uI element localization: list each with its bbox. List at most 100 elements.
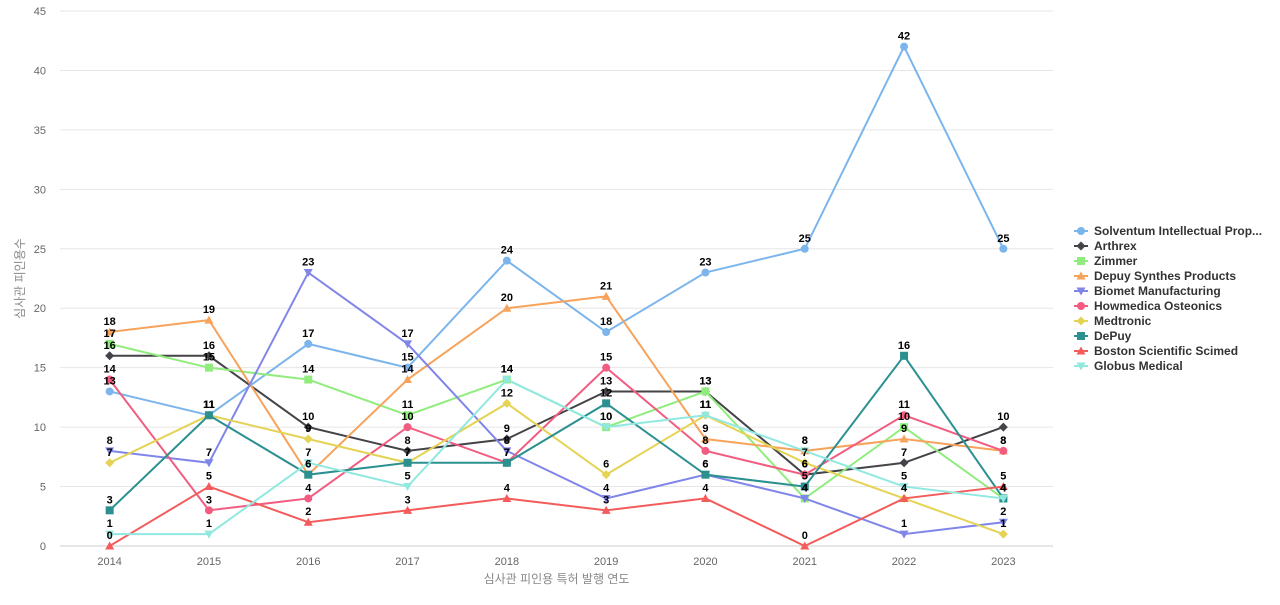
data-point[interactable] (502, 398, 512, 408)
data-point[interactable] (105, 447, 115, 456)
data-point[interactable] (601, 386, 611, 396)
data-point[interactable] (502, 256, 511, 265)
legend-item[interactable]: Depuy Synthes Products (1074, 269, 1236, 283)
data-point[interactable] (800, 470, 809, 479)
data-point[interactable] (601, 470, 611, 480)
data-point[interactable] (105, 351, 115, 361)
data-point[interactable] (502, 376, 512, 385)
data-point[interactable] (304, 470, 313, 479)
data-point[interactable] (800, 244, 809, 253)
data-point[interactable] (899, 458, 909, 468)
legend-item[interactable]: DePuy (1074, 329, 1132, 343)
data-point[interactable] (204, 315, 214, 324)
data-point[interactable] (105, 387, 114, 396)
data-point[interactable] (303, 434, 313, 444)
legend-marker[interactable] (1076, 316, 1086, 326)
data-point[interactable] (204, 459, 214, 468)
data-point[interactable] (700, 411, 710, 420)
data-point[interactable] (998, 518, 1008, 527)
data-point[interactable] (303, 517, 313, 526)
legend-marker[interactable] (1077, 227, 1085, 235)
data-point[interactable] (204, 482, 214, 491)
legend-marker[interactable] (1076, 362, 1086, 371)
data-point[interactable] (403, 411, 412, 420)
data-point[interactable] (204, 411, 213, 420)
data-point[interactable] (204, 351, 214, 361)
legend-marker[interactable] (1076, 287, 1086, 296)
data-point[interactable] (601, 291, 611, 300)
data-point[interactable] (403, 363, 412, 372)
legend-item[interactable]: Medtronic (1074, 314, 1152, 328)
data-point[interactable] (601, 494, 611, 503)
data-point[interactable] (800, 482, 809, 491)
data-point[interactable] (204, 506, 213, 515)
data-point[interactable] (602, 363, 611, 372)
legend-item[interactable]: Arthrex (1074, 239, 1137, 253)
data-point[interactable] (105, 506, 114, 515)
data-point[interactable] (701, 387, 710, 396)
data-point[interactable] (998, 422, 1008, 432)
data-point[interactable] (998, 494, 1008, 503)
data-point[interactable] (701, 268, 710, 277)
data-point[interactable] (105, 458, 115, 468)
legend-item[interactable]: Zimmer (1074, 254, 1138, 268)
data-point[interactable] (701, 470, 710, 479)
legend-item[interactable]: Boston Scientific Scimed (1074, 344, 1238, 358)
legend-item[interactable]: Solventum Intellectual Prop... (1074, 224, 1262, 238)
data-point[interactable] (303, 422, 313, 432)
data-point[interactable] (105, 327, 115, 336)
data-point[interactable] (403, 340, 413, 349)
data-point[interactable] (900, 411, 909, 420)
legend-item[interactable]: Globus Medical (1074, 359, 1183, 373)
data-point[interactable] (303, 459, 313, 468)
legend[interactable]: Solventum Intellectual Prop...ArthrexZim… (1074, 224, 1262, 373)
data-point[interactable] (304, 339, 313, 348)
data-point[interactable] (999, 244, 1008, 253)
data-point[interactable] (403, 458, 412, 467)
data-point[interactable] (105, 530, 115, 539)
data-point[interactable] (800, 541, 810, 550)
data-point[interactable] (502, 458, 511, 467)
data-point[interactable] (403, 375, 413, 384)
legend-marker[interactable] (1077, 302, 1085, 310)
data-point[interactable] (899, 483, 909, 492)
data-point[interactable] (899, 434, 909, 443)
data-point[interactable] (105, 339, 114, 348)
data-point[interactable] (403, 505, 413, 514)
data-point[interactable] (502, 493, 512, 502)
legend-item[interactable]: Howmedica Osteonics (1074, 299, 1222, 313)
data-point[interactable] (304, 494, 313, 503)
data-point[interactable] (899, 530, 909, 539)
data-point[interactable] (204, 530, 214, 539)
data-point[interactable] (602, 399, 611, 408)
data-point[interactable] (998, 529, 1008, 539)
legend-item[interactable]: Biomet Manufacturing (1074, 284, 1221, 298)
data-point[interactable] (502, 434, 512, 444)
data-point[interactable] (601, 423, 611, 432)
data-point[interactable] (403, 483, 413, 492)
data-point[interactable] (502, 303, 512, 312)
data-point[interactable] (601, 505, 611, 514)
legend-marker[interactable] (1076, 241, 1086, 251)
data-point[interactable] (900, 423, 909, 432)
data-point[interactable] (999, 446, 1008, 455)
data-point[interactable] (403, 423, 412, 432)
data-point[interactable] (900, 42, 909, 51)
data-point[interactable] (701, 446, 710, 455)
data-point[interactable] (800, 447, 810, 456)
legend-marker[interactable] (1076, 271, 1086, 280)
legend-marker[interactable] (1077, 332, 1085, 340)
data-point[interactable] (304, 375, 313, 384)
data-point[interactable] (800, 458, 810, 468)
data-point[interactable] (403, 446, 413, 456)
data-point[interactable] (700, 434, 710, 443)
data-point[interactable] (998, 482, 1008, 491)
data-point[interactable] (602, 328, 611, 336)
data-point[interactable] (899, 493, 909, 502)
data-point[interactable] (105, 541, 115, 550)
data-point[interactable] (303, 269, 313, 278)
data-point[interactable] (900, 351, 909, 360)
legend-marker[interactable] (1076, 346, 1086, 355)
data-point[interactable] (105, 375, 114, 384)
data-point[interactable] (700, 493, 710, 502)
